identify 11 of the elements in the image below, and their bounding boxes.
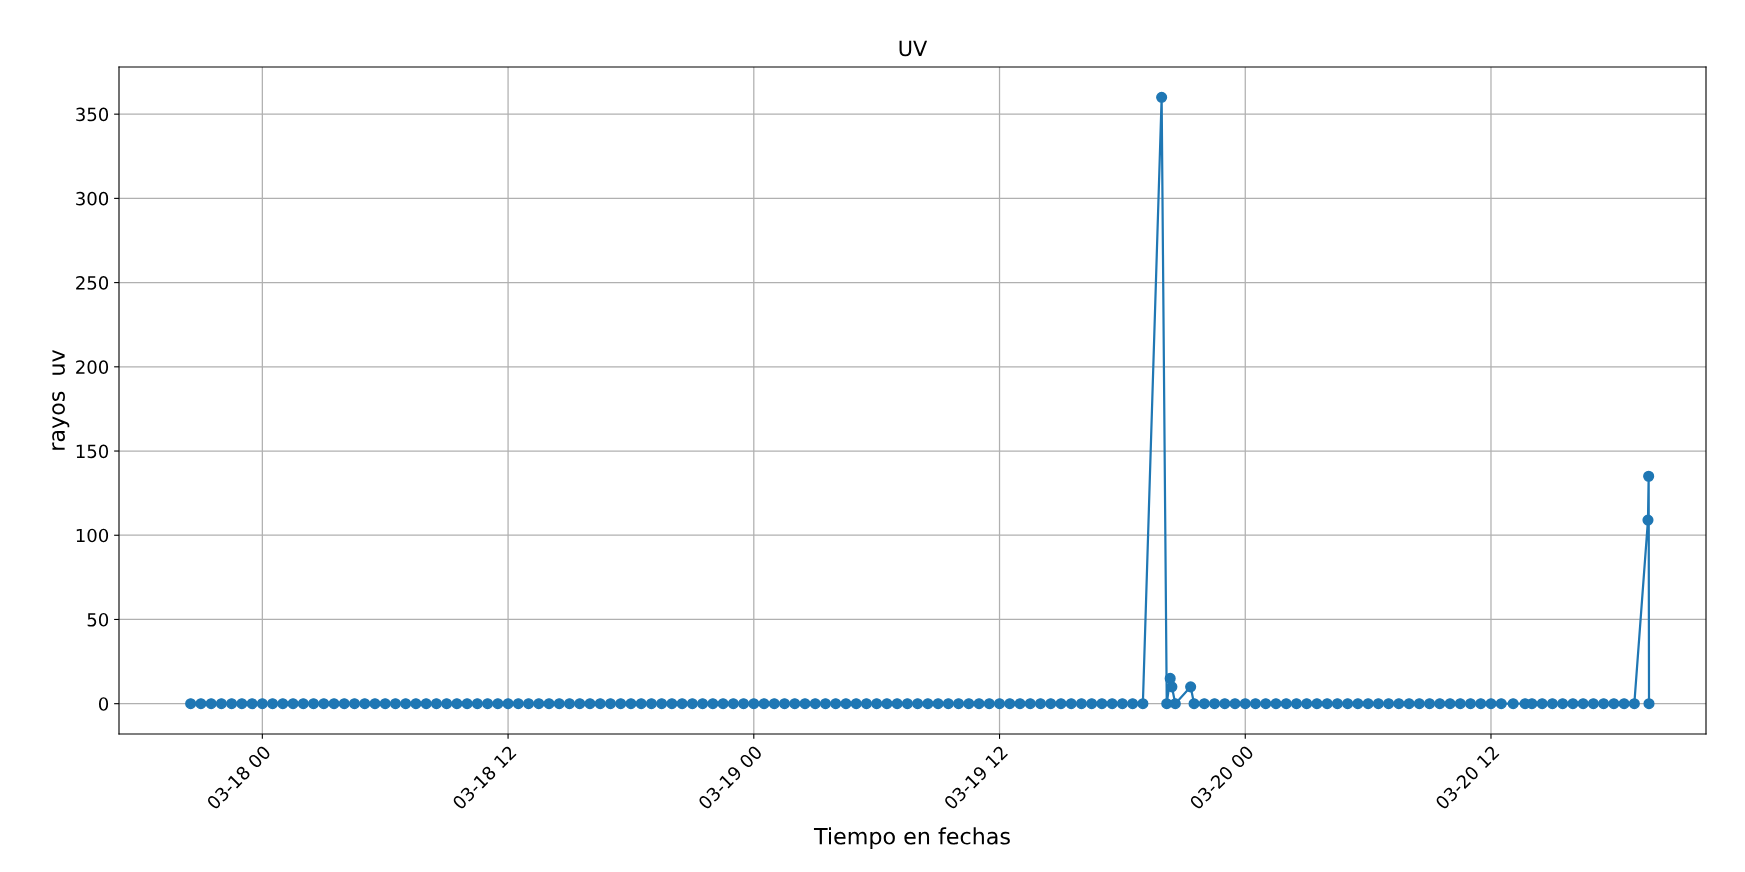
x-axis-title: Tiempo en fechas (813, 827, 1010, 849)
y-axis-title: rayos uv (52, 349, 70, 450)
y-tick-label: 50 (87, 612, 109, 627)
y-tick-label: 300 (76, 191, 109, 206)
y-tick-label: 250 (76, 276, 109, 290)
y-tick-label: 0 (98, 697, 109, 711)
y-tick-label: 150 (76, 444, 109, 459)
y-tick-label: 350 (76, 107, 109, 122)
chart-title: UV (899, 40, 928, 57)
y-tick-label: 100 (76, 528, 109, 543)
y-tick-label: 200 (76, 360, 109, 374)
